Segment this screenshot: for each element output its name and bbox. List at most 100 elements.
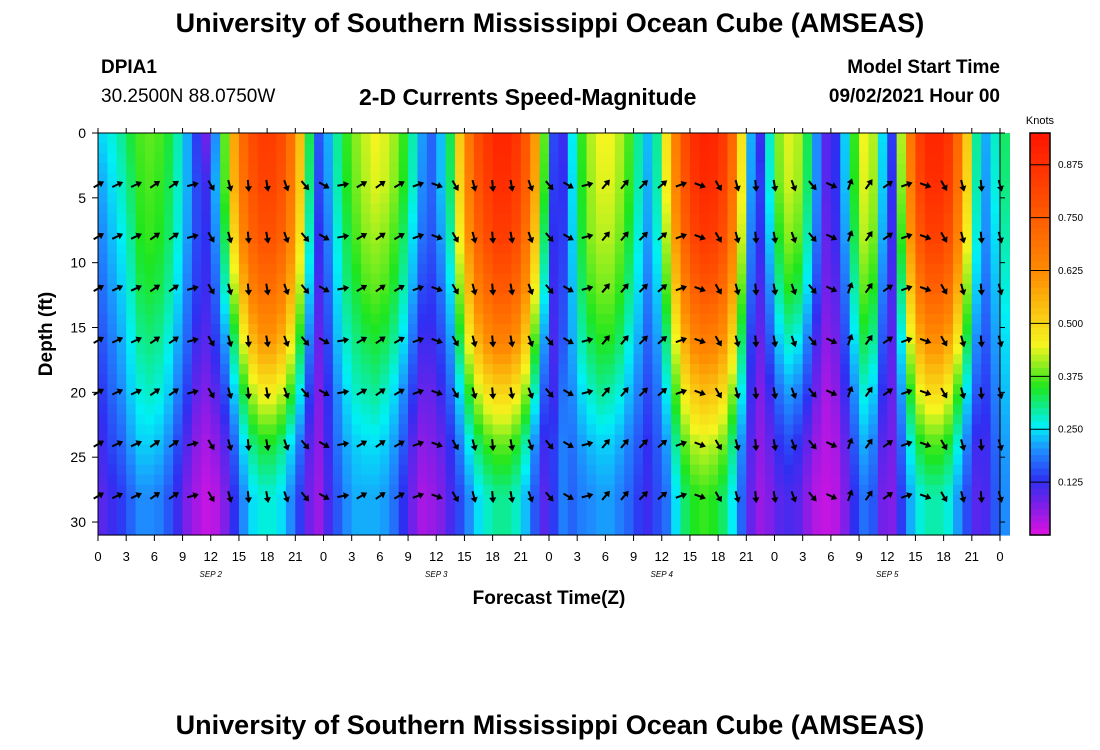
heatmap-cell: [915, 454, 926, 466]
heatmap-cell: [408, 263, 419, 275]
heatmap-cell: [408, 474, 419, 486]
current-arrow: [263, 491, 271, 503]
heatmap-cell: [238, 364, 249, 375]
current-arrow: [959, 231, 967, 244]
heatmap-cell: [755, 253, 766, 265]
heatmap-cell: [859, 484, 870, 496]
heatmap-cell: [144, 183, 155, 194]
heatmap-cell: [661, 243, 672, 255]
heatmap-cell: [248, 133, 259, 144]
heatmap-cell: [285, 444, 296, 456]
heatmap-cell: [887, 444, 898, 456]
heatmap-cell: [351, 524, 362, 536]
heatmap-cell: [304, 374, 315, 385]
current-arrow-head: [680, 388, 688, 396]
heatmap-cell: [483, 263, 494, 275]
heatmap-cell: [793, 494, 804, 506]
heatmap-cell: [614, 323, 625, 335]
heatmap-cell: [370, 213, 381, 225]
heatmap-cell: [718, 474, 729, 486]
heatmap-cell: [248, 163, 259, 174]
heatmap-cell: [248, 404, 259, 415]
heatmap-cell: [567, 273, 578, 285]
heatmap-cell: [793, 384, 804, 395]
heatmap-cell: [718, 434, 729, 446]
heatmap-cell: [201, 153, 212, 164]
heatmap-cell: [267, 414, 278, 426]
current-arrow: [562, 492, 574, 500]
heatmap-cell: [708, 494, 719, 506]
heatmap-cell: [671, 263, 682, 275]
current-arrow: [959, 387, 967, 400]
heatmap-cell: [116, 173, 127, 184]
current-arrow-head: [977, 341, 985, 348]
current-arrow: [620, 231, 629, 242]
heatmap-cell: [473, 203, 484, 214]
heatmap-cell: [502, 364, 513, 375]
heatmap-cell: [379, 364, 390, 375]
heatmap-cell: [821, 263, 832, 275]
heatmap-cell: [755, 444, 766, 456]
heatmap-cell: [116, 494, 127, 506]
heatmap-cell: [445, 464, 456, 476]
heatmap-cell: [257, 344, 268, 355]
heatmap-cell: [351, 173, 362, 184]
heatmap-cell: [389, 394, 400, 405]
heatmap-cell: [417, 223, 428, 235]
heatmap-cell: [276, 474, 287, 486]
heatmap-cell: [793, 213, 804, 225]
heatmap-cell: [332, 153, 343, 164]
heatmap-cell: [671, 464, 682, 476]
heatmap-cell: [802, 193, 813, 204]
heatmap-cell: [248, 313, 259, 325]
heatmap-cell: [859, 364, 870, 375]
current-arrow: [318, 233, 330, 241]
heatmap-cell: [549, 213, 559, 225]
heatmap-cell: [887, 263, 898, 275]
heatmap-cell: [990, 474, 1001, 486]
heatmap-cell: [755, 384, 766, 395]
heatmap-cell: [614, 384, 625, 395]
current-arrow-head: [977, 186, 985, 192]
current-arrow: [771, 179, 779, 192]
heatmap-cell: [652, 233, 663, 245]
current-arrow: [620, 179, 629, 190]
heatmap-cell: [981, 364, 992, 375]
current-arrow-head: [343, 492, 350, 500]
heatmap-cell: [821, 303, 832, 315]
heatmap-cell: [624, 163, 635, 174]
heatmap-cell: [783, 173, 794, 184]
heatmap-cell: [755, 394, 766, 405]
heatmap-cell: [436, 364, 447, 375]
heatmap-cell: [520, 444, 531, 456]
heatmap-cell: [830, 203, 841, 214]
heatmap-cell: [652, 404, 663, 415]
heatmap-cell: [1000, 163, 1010, 174]
heatmap-cell: [323, 464, 334, 476]
heatmap-cell: [783, 133, 794, 144]
heatmap-cell: [783, 183, 794, 194]
heatmap-cell: [577, 223, 588, 235]
current-arrow: [638, 387, 648, 397]
heatmap-cell: [746, 504, 757, 516]
heatmap-cell: [220, 514, 231, 526]
heatmap-cell: [332, 163, 343, 174]
heatmap-cell: [765, 334, 776, 345]
x-tick-label: 12: [204, 549, 218, 564]
heatmap-cell: [746, 173, 757, 184]
heatmap-cell: [473, 424, 484, 436]
heatmap-cell: [868, 153, 879, 164]
heatmap-cell: [285, 434, 296, 446]
heatmap-cell: [408, 364, 419, 375]
current-arrow: [657, 439, 668, 449]
heatmap-cell: [220, 444, 231, 456]
heatmap-cell: [173, 173, 184, 184]
current-arrow-head: [208, 184, 215, 191]
heatmap-cell: [135, 444, 146, 456]
heatmap-cell: [887, 484, 898, 496]
heatmap-cell: [774, 404, 785, 415]
heatmap-cell: [135, 183, 146, 194]
current-arrow-head: [941, 288, 948, 295]
heatmap-cell: [351, 504, 362, 516]
heatmap-cell: [201, 514, 212, 526]
